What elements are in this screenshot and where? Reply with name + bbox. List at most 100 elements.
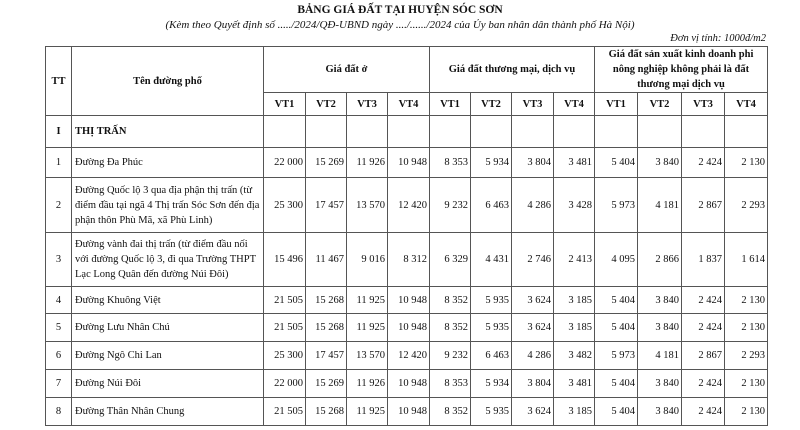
price-cell: 22 000: [263, 147, 306, 178]
price-cell: 5 934: [470, 369, 512, 398]
price-cell: 15 269: [305, 147, 347, 178]
price-cell: 3 840: [637, 397, 682, 426]
street-name: Đường Lưu Nhân Chú: [71, 313, 264, 342]
header-vt: VT4: [553, 92, 595, 116]
price-cell: 3 624: [511, 313, 554, 342]
section-name: THỊ TRẤN: [71, 115, 264, 148]
price-cell: 6 463: [470, 341, 512, 370]
price-cell: 2 293: [724, 177, 768, 233]
table-row: 8 Đường Thân Nhân Chung 21 505 15 268 11 925…: [45, 397, 768, 426]
header-vt: VT1: [594, 92, 638, 116]
street-name: Đường vành đai thị trấn (từ điểm đầu nối…: [71, 232, 264, 287]
street-name: Đường Đa Phúc: [71, 147, 264, 178]
price-cell: 11 926: [346, 369, 388, 398]
header-vt: VT1: [263, 92, 306, 116]
table-row: 3 Đường vành đai thị trấn (từ điểm đầu nố…: [45, 232, 768, 287]
price-cell: 3 624: [511, 286, 554, 314]
price-cell: 25 300: [263, 341, 306, 370]
price-cell: 21 505: [263, 397, 306, 426]
price-cell: 9 232: [429, 341, 471, 370]
price-cell: 5 973: [594, 341, 638, 370]
price-cell: 10 948: [387, 147, 430, 178]
price-cell: 5 973: [594, 177, 638, 233]
price-cell: 8 352: [429, 286, 471, 314]
price-cell: 4 095: [594, 232, 638, 287]
price-cell: 2 130: [724, 397, 768, 426]
row-tt: 4: [45, 286, 72, 314]
price-cell: 3 185: [553, 286, 595, 314]
price-cell: 10 948: [387, 397, 430, 426]
header-vt: VT2: [305, 92, 347, 116]
price-cell: 3 840: [637, 147, 682, 178]
street-name: Đường Núi Đôi: [71, 369, 264, 398]
header-row: TT Tên đường phố Giá đất ở Giá đất thươn…: [45, 46, 768, 116]
price-cell: 4 286: [511, 177, 554, 233]
price-cell: 2 293: [724, 341, 768, 370]
price-table: TT Tên đường phố Giá đất ở Giá đất thươn…: [45, 46, 768, 426]
price-cell: 2 130: [724, 313, 768, 342]
price-cell: 5 404: [594, 286, 638, 314]
price-cell: 3 624: [511, 397, 554, 426]
document-title: BẢNG GIÁ ĐẤT TẠI HUYỆN SÓC SƠN: [297, 4, 503, 16]
price-cell: 2 130: [724, 286, 768, 314]
header-vt: VT4: [387, 92, 430, 116]
price-cell: 3 185: [553, 313, 595, 342]
price-cell: 17 457: [305, 341, 347, 370]
document-subtitle: (Kèm theo Quyết định số ...../2024/QĐ-UB…: [165, 19, 635, 31]
price-cell: 3 804: [511, 369, 554, 398]
price-cell: 17 457: [305, 177, 347, 233]
price-cell: 8 353: [429, 369, 471, 398]
unit-label: Đơn vị tính: 1000đ/m2: [670, 33, 766, 44]
price-cell: 5 935: [470, 286, 512, 314]
street-name: Đường Quốc lộ 3 qua địa phận thị trấn (t…: [71, 177, 264, 233]
price-cell: 3 481: [553, 147, 595, 178]
price-cell: 5 934: [470, 147, 512, 178]
row-tt: 2: [45, 177, 72, 233]
price-cell: 5 404: [594, 369, 638, 398]
price-cell: 3 840: [637, 369, 682, 398]
price-cell: 2 413: [553, 232, 595, 287]
price-cell: 10 948: [387, 313, 430, 342]
price-cell: 15 268: [305, 286, 347, 314]
price-cell: 21 505: [263, 286, 306, 314]
header-vt: VT1: [429, 92, 471, 116]
price-cell: 8 352: [429, 397, 471, 426]
street-name: Đường Thân Nhân Chung: [71, 397, 264, 426]
price-cell: 2 424: [681, 147, 725, 178]
price-cell: 8 352: [429, 313, 471, 342]
table-row: 7 Đường Núi Đôi 22 000 15 269 11 926 10 948 8 …: [45, 369, 768, 398]
street-name: Đường Khuông Việt: [71, 286, 264, 314]
price-cell: 11 925: [346, 286, 388, 314]
table-row: 2 Đường Quốc lộ 3 qua địa phận thị trấn (…: [45, 177, 768, 233]
price-cell: 2 130: [724, 369, 768, 398]
row-tt: 3: [45, 232, 72, 287]
price-cell: 3 185: [553, 397, 595, 426]
price-cell: 12 420: [387, 341, 430, 370]
price-cell: 3 840: [637, 313, 682, 342]
row-tt: 5: [45, 313, 72, 342]
price-cell: 5 404: [594, 313, 638, 342]
price-cell: 3 840: [637, 286, 682, 314]
price-cell: 2 424: [681, 286, 725, 314]
street-name: Đường Ngô Chi Lan: [71, 341, 264, 370]
price-cell: 4 431: [470, 232, 512, 287]
price-cell: 2 424: [681, 397, 725, 426]
header-vt: VT2: [637, 92, 682, 116]
table-row: 1 Đường Đa Phúc 22 000 15 269 11 926 10 948 8 …: [45, 147, 768, 178]
header-vt: VT4: [724, 92, 768, 116]
price-cell: 11 925: [346, 313, 388, 342]
price-cell: 12 420: [387, 177, 430, 233]
header-commercial: Giá đất thương mại, dịch vụ: [429, 46, 595, 93]
price-cell: 4 181: [637, 177, 682, 233]
table-row: 4 Đường Khuông Việt 21 505 15 268 11 925 10 9…: [45, 286, 768, 314]
price-cell: 6 463: [470, 177, 512, 233]
row-tt: 7: [45, 369, 72, 398]
price-cell: 3 804: [511, 147, 554, 178]
header-vt: VT3: [511, 92, 554, 116]
price-cell: 8 353: [429, 147, 471, 178]
price-cell: 2 130: [724, 147, 768, 178]
header-residential: Giá đất ở: [263, 46, 430, 93]
row-tt: 6: [45, 341, 72, 370]
price-cell: 2 746: [511, 232, 554, 287]
price-cell: 25 300: [263, 177, 306, 233]
